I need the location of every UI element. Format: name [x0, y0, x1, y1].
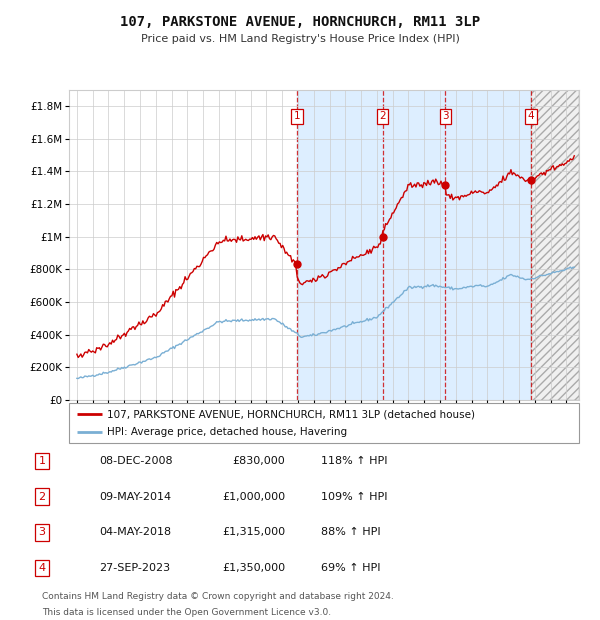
- Text: 3: 3: [38, 528, 46, 538]
- Bar: [530, 90, 579, 400]
- Text: Price paid vs. HM Land Registry's House Price Index (HPI): Price paid vs. HM Land Registry's House …: [140, 34, 460, 44]
- Text: 3: 3: [442, 111, 449, 122]
- Text: 107, PARKSTONE AVENUE, HORNCHURCH, RM11 3LP: 107, PARKSTONE AVENUE, HORNCHURCH, RM11 …: [120, 16, 480, 30]
- Text: 118% ↑ HPI: 118% ↑ HPI: [321, 456, 388, 466]
- Text: 4: 4: [527, 111, 534, 122]
- Text: 88% ↑ HPI: 88% ↑ HPI: [321, 528, 380, 538]
- Text: 1: 1: [293, 111, 300, 122]
- Bar: [296, 90, 530, 400]
- Text: This data is licensed under the Open Government Licence v3.0.: This data is licensed under the Open Gov…: [42, 608, 331, 617]
- Text: 69% ↑ HPI: 69% ↑ HPI: [321, 563, 380, 573]
- Text: £1,315,000: £1,315,000: [222, 528, 285, 538]
- Text: 4: 4: [38, 563, 46, 573]
- Text: 2: 2: [38, 492, 46, 502]
- Text: 1: 1: [38, 456, 46, 466]
- Text: £1,350,000: £1,350,000: [222, 563, 285, 573]
- Text: 04-MAY-2018: 04-MAY-2018: [99, 528, 171, 538]
- Text: 09-MAY-2014: 09-MAY-2014: [99, 492, 171, 502]
- Text: Contains HM Land Registry data © Crown copyright and database right 2024.: Contains HM Land Registry data © Crown c…: [42, 592, 394, 601]
- Text: £830,000: £830,000: [232, 456, 285, 466]
- Text: HPI: Average price, detached house, Havering: HPI: Average price, detached house, Have…: [107, 427, 347, 437]
- Text: 2: 2: [379, 111, 386, 122]
- Text: 27-SEP-2023: 27-SEP-2023: [99, 563, 170, 573]
- Text: 109% ↑ HPI: 109% ↑ HPI: [321, 492, 388, 502]
- Text: 107, PARKSTONE AVENUE, HORNCHURCH, RM11 3LP (detached house): 107, PARKSTONE AVENUE, HORNCHURCH, RM11 …: [107, 409, 475, 419]
- Text: 08-DEC-2008: 08-DEC-2008: [99, 456, 173, 466]
- Text: £1,000,000: £1,000,000: [222, 492, 285, 502]
